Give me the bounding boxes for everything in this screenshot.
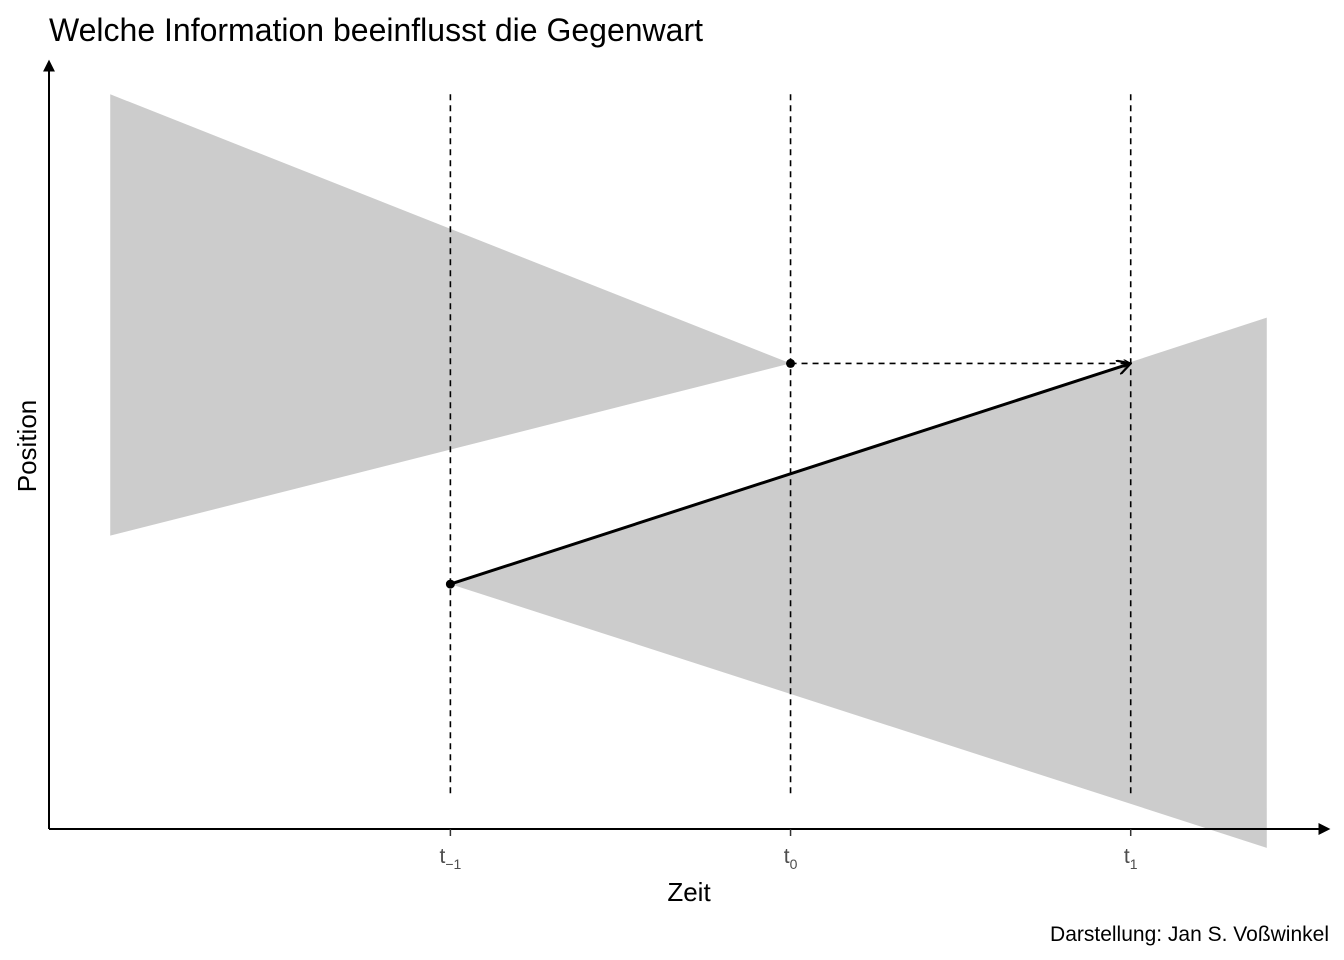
x-axis-title: Zeit [667,877,711,907]
arrows-layer [449,363,1130,586]
y-axis-title: Position [12,400,42,493]
point-1 [445,579,455,589]
solid-arrow-1 [449,363,1130,586]
x-tick-label-2: t0 [784,845,798,872]
vlines-layer [449,94,1132,795]
cones-layer [110,94,1267,848]
x-tick-label-1: t−1 [439,845,461,872]
points-layer [445,358,796,589]
point-2 [786,358,796,368]
cone-area-2 [450,317,1267,848]
chart-caption: Darstellung: Jan S. Voßwinkel [1050,923,1329,946]
ticks-layer: t−1 t0 t1 [439,829,1138,872]
x-tick-label-3: t1 [1124,845,1138,872]
chart-title: Welche Information beeinflusst die Gegen… [49,12,703,48]
